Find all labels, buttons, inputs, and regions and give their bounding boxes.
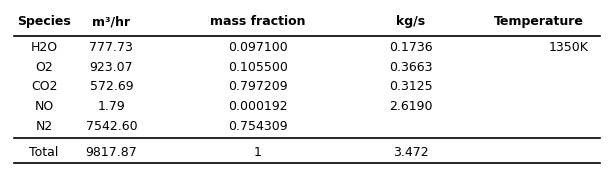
Text: kg/s: kg/s <box>397 15 426 28</box>
Text: 923.07: 923.07 <box>90 61 133 74</box>
Text: Temperature: Temperature <box>494 15 584 28</box>
Text: Total: Total <box>29 146 59 159</box>
Text: 0.1736: 0.1736 <box>389 41 433 54</box>
Text: 7542.60: 7542.60 <box>85 120 137 133</box>
Text: CO2: CO2 <box>31 80 58 93</box>
Text: 1350K: 1350K <box>548 41 588 54</box>
Text: 0.754309: 0.754309 <box>228 120 288 133</box>
Text: m³/hr: m³/hr <box>92 15 130 28</box>
Text: Species: Species <box>17 15 71 28</box>
Text: O2: O2 <box>35 61 53 74</box>
Text: N2: N2 <box>36 120 53 133</box>
Text: 0.3663: 0.3663 <box>389 61 433 74</box>
Text: 2.6190: 2.6190 <box>389 100 433 113</box>
Text: 572.69: 572.69 <box>90 80 133 93</box>
Text: 0.000192: 0.000192 <box>228 100 288 113</box>
Text: 777.73: 777.73 <box>90 41 133 54</box>
Text: 1.79: 1.79 <box>98 100 125 113</box>
Text: H2O: H2O <box>31 41 58 54</box>
Text: 0.3125: 0.3125 <box>389 80 433 93</box>
Text: NO: NO <box>34 100 54 113</box>
Text: 1: 1 <box>254 146 262 159</box>
Text: 0.797209: 0.797209 <box>228 80 288 93</box>
Text: mass fraction: mass fraction <box>211 15 306 28</box>
Text: 3.472: 3.472 <box>393 146 429 159</box>
Text: 0.105500: 0.105500 <box>228 61 288 74</box>
Text: 9817.87: 9817.87 <box>85 146 138 159</box>
Text: 0.097100: 0.097100 <box>228 41 288 54</box>
